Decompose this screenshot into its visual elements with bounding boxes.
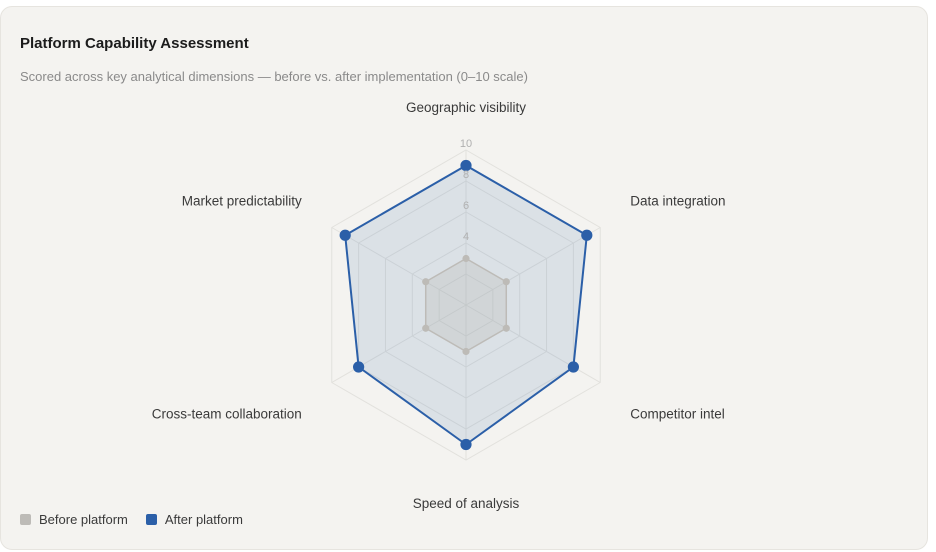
tick-label-6: 6 (463, 200, 469, 212)
tick-label-4: 4 (463, 231, 469, 243)
tick-labels: 4 6 8 10 (460, 138, 472, 243)
point-before-4[interactable] (422, 324, 430, 332)
legend-item-before[interactable]: Before platform (20, 512, 128, 527)
chart-subtitle: Scored across key analytical dimensions … (20, 69, 528, 84)
legend: Before platform After platform (20, 512, 261, 527)
axis-labels: Geographic visibility Data integration Com… (152, 100, 726, 511)
point-before-5[interactable] (422, 278, 430, 286)
legend-label-before: Before platform (39, 512, 128, 527)
axis-spoke-1 (465, 227, 601, 306)
axis-label-2: Competitor intel (630, 407, 725, 422)
point-before-0[interactable] (462, 254, 470, 263)
tick-label-8: 8 (463, 169, 469, 181)
tick-label-10: 10 (460, 138, 472, 150)
legend-item-after[interactable]: After platform (145, 512, 243, 527)
point-after-3[interactable] (460, 438, 472, 451)
axis-label-1: Data integration (630, 194, 725, 209)
axis-label-0: Geographic visibility (406, 100, 526, 115)
point-after-5[interactable] (339, 229, 351, 241)
axis-spoke-5 (331, 227, 467, 306)
point-before-3[interactable] (462, 347, 470, 356)
chart-title: Platform Capability Assessment (20, 35, 249, 52)
point-after-0[interactable] (460, 159, 472, 172)
legend-swatch-before (20, 514, 31, 525)
point-after-2[interactable] (567, 361, 579, 373)
legend-label-after: After platform (164, 512, 243, 527)
series-layer (339, 159, 593, 451)
legend-swatch-after (145, 514, 157, 525)
point-before-2[interactable] (502, 324, 510, 332)
axis-label-4: Cross-team collaboration (152, 407, 302, 422)
point-after-4[interactable] (353, 361, 365, 373)
point-before-1[interactable] (502, 278, 510, 286)
point-after-1[interactable] (581, 229, 593, 241)
axis-label-3: Speed of analysis (413, 496, 520, 511)
axis-label-5: Market predictability (182, 194, 302, 209)
